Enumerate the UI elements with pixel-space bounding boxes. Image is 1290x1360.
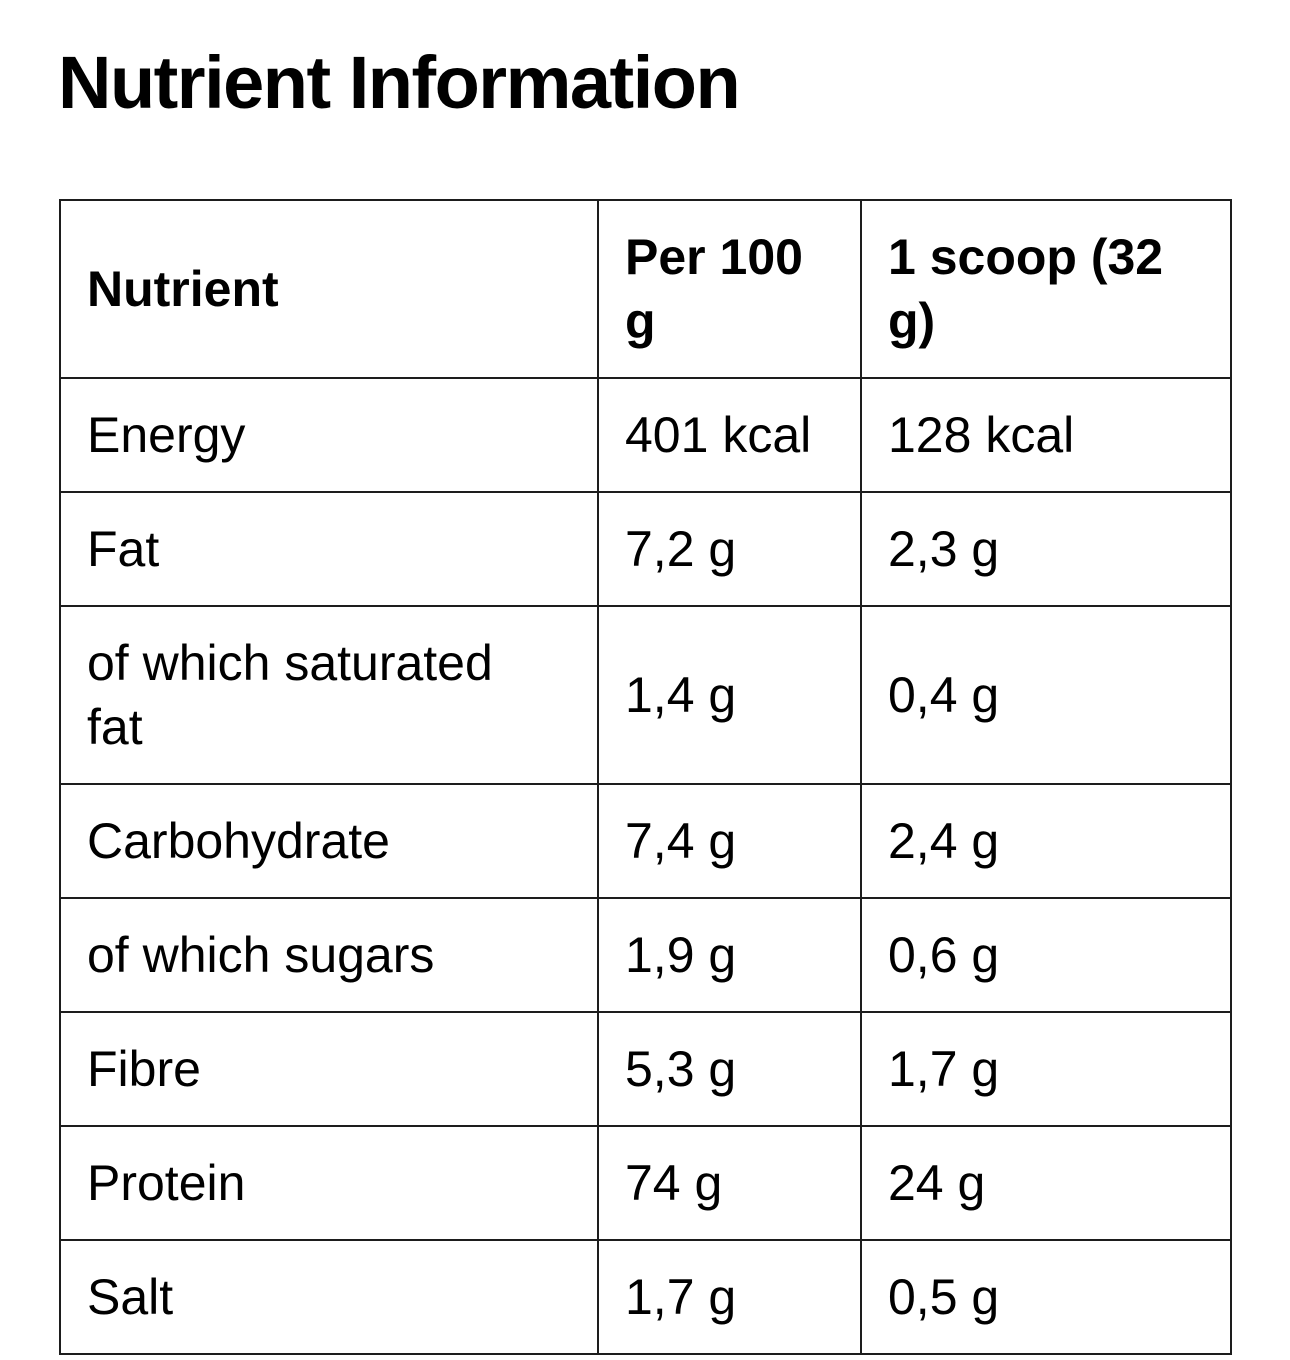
table-row: Salt 1,7 g 0,5 g (59, 1239, 1232, 1355)
nutrient-name: Energy (59, 377, 599, 493)
table-row: Protein 74 g 24 g (59, 1125, 1232, 1241)
per-100g-value: 1,7 g (597, 1239, 862, 1355)
per-100g-value: 1,4 g (597, 605, 862, 785)
per-100g-value: 7,4 g (597, 783, 862, 899)
column-header-per-scoop: 1 scoop (32 g) (860, 199, 1232, 379)
per-scoop-value: 24 g (860, 1125, 1232, 1241)
per-100g-value: 5,3 g (597, 1011, 862, 1127)
nutrient-name: Fat (59, 491, 599, 607)
page-title: Nutrient Information (58, 41, 741, 124)
nutrient-name: Carbohydrate (59, 783, 599, 899)
per-scoop-value: 0,5 g (860, 1239, 1232, 1355)
per-scoop-value: 2,4 g (860, 783, 1232, 899)
table-row: Carbohydrate 7,4 g 2,4 g (59, 783, 1232, 899)
table-row: Fat 7,2 g 2,3 g (59, 491, 1232, 607)
per-scoop-value: 0,6 g (860, 897, 1232, 1013)
table-row: of which saturated fat 1,4 g 0,4 g (59, 605, 1232, 785)
table-row: Fibre 5,3 g 1,7 g (59, 1011, 1232, 1127)
column-header-per-100g: Per 100 g (597, 199, 862, 379)
per-scoop-value: 2,3 g (860, 491, 1232, 607)
per-100g-value: 7,2 g (597, 491, 862, 607)
nutrient-name: Fibre (59, 1011, 599, 1127)
column-header-nutrient: Nutrient (59, 199, 599, 379)
table-row: Energy 401 kcal 128 kcal (59, 377, 1232, 493)
nutrient-name: of which saturated fat (59, 605, 599, 785)
per-100g-value: 401 kcal (597, 377, 862, 493)
per-100g-value: 1,9 g (597, 897, 862, 1013)
table-row: of which sugars 1,9 g 0,6 g (59, 897, 1232, 1013)
per-100g-value: 74 g (597, 1125, 862, 1241)
nutrient-name: Protein (59, 1125, 599, 1241)
nutrient-table: Nutrient Per 100 g 1 scoop (32 g) Energy… (59, 199, 1232, 1355)
per-scoop-value: 128 kcal (860, 377, 1232, 493)
per-scoop-value: 0,4 g (860, 605, 1232, 785)
nutrient-name: of which sugars (59, 897, 599, 1013)
per-scoop-value: 1,7 g (860, 1011, 1232, 1127)
table-header-row: Nutrient Per 100 g 1 scoop (32 g) (59, 199, 1232, 379)
nutrient-name: Salt (59, 1239, 599, 1355)
